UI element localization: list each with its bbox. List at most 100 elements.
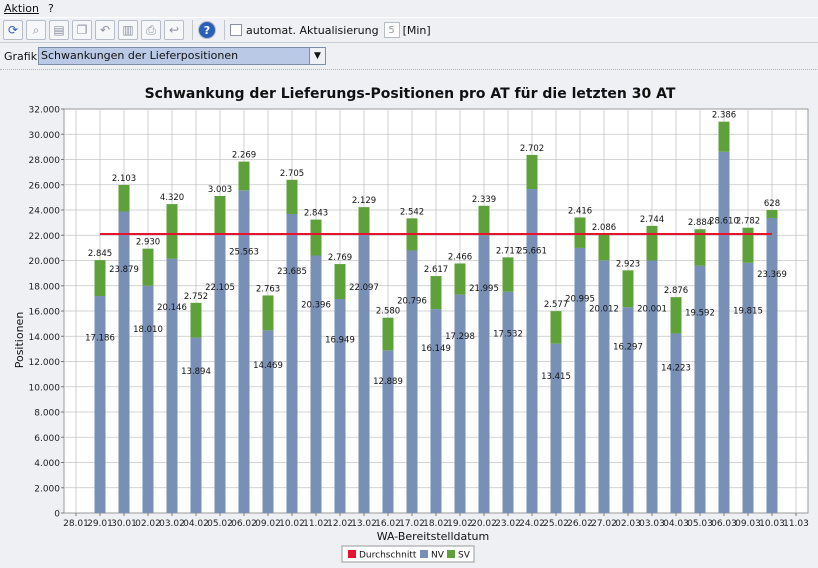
data-label-sv: 628 [764, 199, 780, 209]
x-tick-label: 09.02 [255, 519, 281, 529]
data-label-sv: 4.320 [160, 193, 184, 203]
data-label-sv: 2.744 [640, 215, 664, 225]
data-label-nv: 19.592 [685, 309, 715, 319]
data-label-nv: 18.010 [133, 325, 163, 335]
grafik-selected-value: Schwankungen der Lieferpositionen [41, 49, 239, 62]
undo-icon[interactable]: ↶ [95, 20, 115, 40]
data-label-sv: 2.845 [88, 249, 112, 259]
x-tick-label: 27.02 [591, 519, 617, 529]
data-label-sv: 2.769 [328, 253, 352, 263]
bar-nv [766, 217, 778, 513]
refresh-icon[interactable]: ⟳ [3, 20, 23, 40]
bar-nv [478, 235, 490, 514]
data-label-nv: 16.949 [325, 336, 355, 346]
data-label-nv: 25.661 [517, 247, 547, 257]
document-icon[interactable]: ▤ [49, 20, 69, 40]
help-icon[interactable]: ? [198, 21, 216, 39]
bar-nv [166, 258, 178, 513]
data-label-sv: 2.129 [352, 196, 376, 206]
bar-nv [646, 260, 658, 513]
bar-nv [742, 262, 754, 513]
x-tick-label: 04.02 [183, 519, 209, 529]
bar-nv [262, 330, 274, 513]
data-label-sv: 2.386 [712, 111, 736, 121]
return-icon[interactable]: ↩ [164, 20, 184, 40]
toolbar-separator [192, 20, 193, 40]
data-label-sv: 2.542 [400, 207, 424, 217]
chevron-down-icon[interactable]: ▼ [309, 48, 325, 64]
data-label-nv: 23.879 [109, 265, 139, 275]
data-label-nv: 13.415 [541, 372, 571, 382]
toolbar: ⟳ ⌕ ▤ ❐ ↶ ▥ ⎙ ↩ ? automat. Aktualisierun… [0, 17, 818, 43]
x-tick-label: 20.02 [471, 519, 497, 529]
x-axis-label: WA-Bereitstelldatum [377, 530, 490, 543]
x-tick-label: 13.02 [351, 519, 377, 529]
y-tick-label: 14.000 [29, 333, 61, 343]
data-label-sv: 2.617 [424, 265, 448, 275]
bar-nv [118, 211, 130, 513]
data-label-nv: 25.563 [229, 248, 259, 258]
bar-sv [118, 184, 130, 212]
menu-aktion[interactable]: Aktion [4, 1, 39, 15]
x-tick-label: 02.03 [615, 519, 641, 529]
bar-nv [550, 343, 562, 513]
delete-icon[interactable]: ▥ [118, 20, 138, 40]
bar-nv [694, 265, 706, 513]
data-label-nv: 16.297 [613, 342, 643, 352]
bar-sv [310, 219, 322, 256]
data-label-sv: 2.884 [688, 218, 712, 228]
bar-sv [598, 234, 610, 261]
bar-sv [286, 179, 298, 214]
y-tick-label: 22.000 [29, 232, 61, 242]
auto-update-checkbox[interactable] [230, 24, 242, 36]
bar-nv [526, 189, 538, 513]
data-label-sv: 2.103 [112, 174, 136, 184]
y-tick-label: 2.000 [34, 484, 60, 494]
chart-title: Schwankung der Lieferungs-Positionen pro… [145, 86, 676, 102]
y-axis-label: Positionen [13, 312, 26, 369]
x-tick-label: 02.02 [135, 519, 161, 529]
bar-nv [286, 213, 298, 513]
bar-sv [502, 257, 514, 292]
data-label-sv: 2.923 [616, 259, 640, 269]
zoom-icon[interactable]: ⌕ [26, 20, 46, 40]
y-tick-label: 10.000 [29, 383, 61, 393]
toolbar-separator [224, 20, 225, 40]
bar-sv [766, 210, 778, 218]
x-tick-label: 11.02 [303, 519, 329, 529]
x-tick-label: 18.02 [423, 519, 449, 529]
bar-nv [574, 247, 586, 514]
x-tick-label: 30.01 [111, 519, 137, 529]
x-tick-label: 06.03 [711, 519, 737, 529]
x-tick-label: 28.01 [63, 519, 89, 529]
data-label-nv: 28.610 [709, 216, 739, 226]
y-tick-label: 24.000 [29, 207, 61, 217]
data-label-nv: 13.894 [181, 367, 211, 377]
panel-splitter[interactable] [0, 69, 818, 75]
copy-icon[interactable]: ❐ [72, 20, 92, 40]
x-tick-label: 04.03 [663, 519, 689, 529]
bar-sv [550, 311, 562, 344]
grafik-select[interactable]: Schwankungen der Lieferpositionen ▼ [38, 47, 326, 65]
bar-nv [142, 285, 154, 513]
x-tick-label: 10.03 [759, 519, 785, 529]
bar-nv [718, 151, 730, 513]
bar-nv [334, 299, 346, 513]
bar-sv [454, 263, 466, 295]
data-label-nv: 20.396 [301, 300, 331, 310]
x-tick-label: 05.02 [207, 519, 233, 529]
data-label-sv: 2.752 [184, 292, 208, 302]
print-icon[interactable]: ⎙ [141, 20, 161, 40]
y-tick-label: 8.000 [34, 409, 60, 419]
bar-sv [190, 302, 202, 338]
y-tick-label: 12.000 [29, 358, 61, 368]
menu-help[interactable]: ? [47, 1, 54, 15]
bar-nv [238, 190, 250, 513]
interval-input[interactable]: 5 [383, 22, 400, 38]
y-tick-label: 32.000 [29, 106, 61, 116]
y-tick-label: 16.000 [29, 308, 61, 318]
data-label-nv: 22.097 [349, 283, 379, 293]
x-tick-label: 19.02 [447, 519, 473, 529]
x-tick-label: 11.03 [783, 519, 809, 529]
data-label-sv: 2.843 [304, 209, 328, 219]
